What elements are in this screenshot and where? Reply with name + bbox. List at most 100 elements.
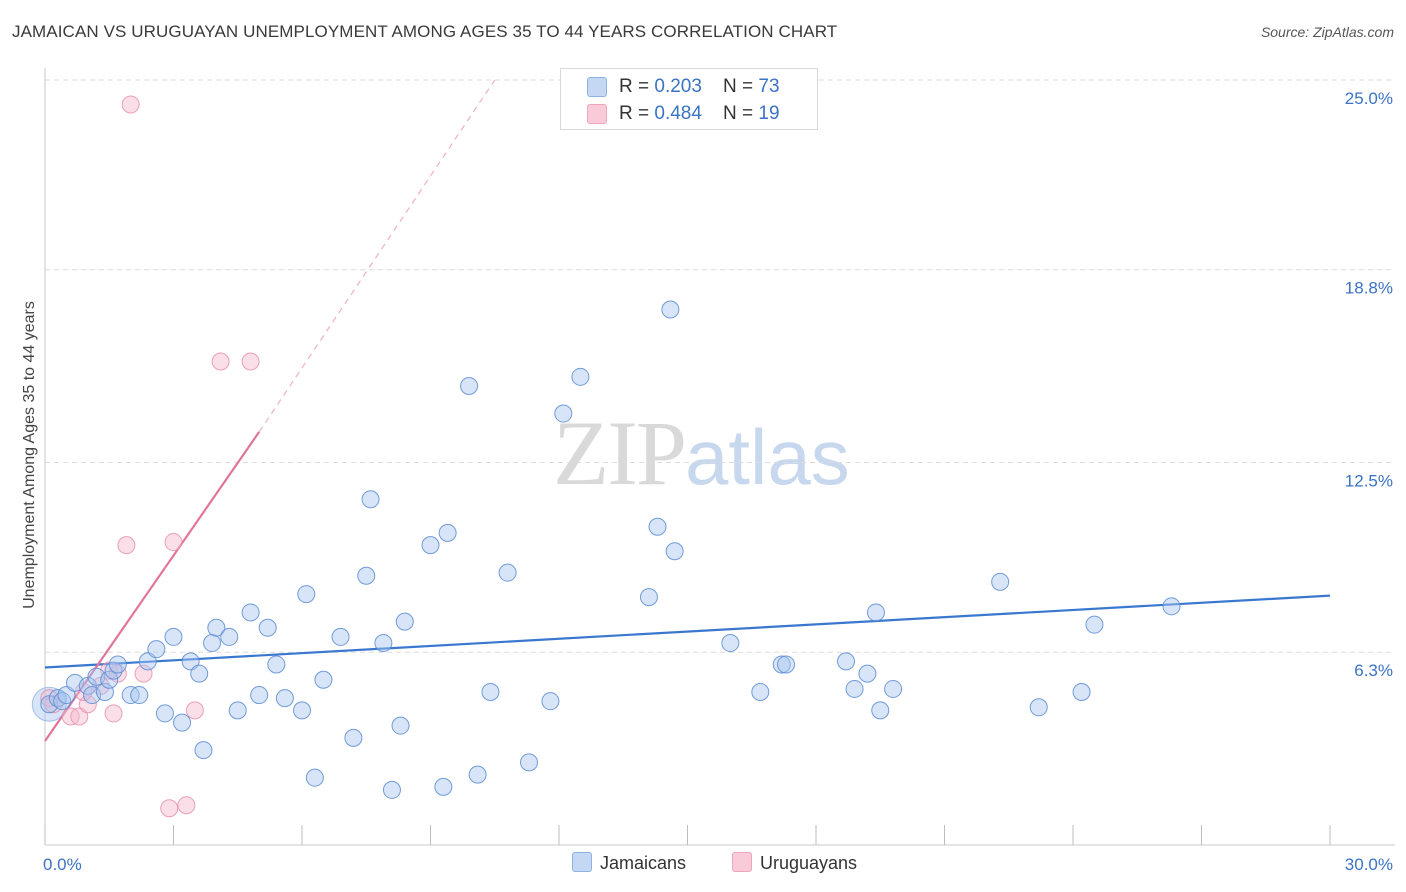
legend-n-label: N = — [723, 76, 759, 97]
legend-swatch-pink — [732, 852, 752, 872]
data-point-uruguayans — [117, 536, 136, 555]
y-tick-label: 6.3% — [1354, 661, 1393, 680]
data-point-jamaicans — [421, 536, 440, 555]
data-point-jamaicans — [361, 490, 380, 509]
data-point-jamaicans — [57, 686, 76, 705]
data-point-jamaicans — [241, 603, 260, 622]
data-point-jamaicans — [391, 716, 410, 735]
data-point-uruguayans — [241, 352, 260, 371]
legend-swatch-pink — [587, 104, 607, 124]
y-tick-label: 12.5% — [1345, 472, 1393, 491]
data-point-jamaicans — [777, 655, 796, 674]
data-point-jamaicans — [871, 701, 890, 720]
data-point-jamaicans — [100, 670, 119, 689]
data-point-jamaicans — [190, 664, 209, 683]
y-tick-label: 18.8% — [1345, 279, 1393, 298]
data-point-jamaicans — [147, 640, 166, 659]
chart-title: JAMAICAN VS URUGUAYAN UNEMPLOYMENT AMONG… — [12, 22, 838, 41]
data-point-jamaicans — [207, 618, 226, 637]
data-point-uruguayans — [104, 704, 123, 723]
data-point-jamaicans — [554, 404, 573, 423]
legend-r-label: R = — [619, 76, 655, 97]
data-point-jamaicans — [293, 701, 311, 720]
data-point-jamaicans — [357, 566, 376, 585]
legend-item-uruguayans: Uruguayans — [732, 852, 857, 874]
data-point-jamaicans — [344, 728, 363, 747]
data-point-jamaicans — [721, 634, 740, 653]
data-point-uruguayans — [185, 701, 204, 720]
data-point-jamaicans — [884, 679, 903, 698]
data-point-jamaicans — [1029, 698, 1048, 717]
legend-r-value: 0.203 — [654, 76, 702, 97]
legend-r-label: R = — [619, 103, 655, 124]
data-point-uruguayans — [78, 695, 97, 714]
correlation-legend: R = 0.203 N = 73 R = 0.484 N = 19 — [560, 68, 818, 130]
data-point-jamaicans — [314, 670, 333, 689]
data-point-jamaicans — [173, 713, 192, 732]
data-point-jamaicans — [648, 517, 667, 536]
data-point-jamaicans — [665, 542, 684, 561]
trendline-jamaicans — [44, 594, 1331, 669]
watermark: ZIPatlas — [553, 400, 850, 506]
data-point-jamaicans — [1085, 615, 1104, 634]
data-point-jamaicans — [297, 585, 316, 604]
data-point-jamaicans — [258, 618, 277, 637]
data-point-jamaicans — [374, 634, 393, 653]
data-point-jamaicans — [250, 686, 269, 705]
data-point-jamaicans — [155, 704, 174, 723]
data-point-jamaicans — [661, 300, 680, 319]
legend-swatch-blue — [587, 77, 607, 97]
data-point-uruguayans — [134, 664, 153, 683]
data-point-jamaicans — [772, 655, 791, 674]
legend-label-jamaicans: Jamaicans — [600, 853, 687, 873]
data-point-jamaicans — [331, 627, 350, 646]
legend-r-value: 0.484 — [654, 103, 702, 124]
data-point-jamaicans — [571, 367, 590, 386]
data-point-jamaicans — [395, 612, 414, 631]
data-point-jamaicans — [203, 634, 222, 653]
data-point-uruguayans — [160, 799, 179, 818]
data-point-jamaicans — [164, 627, 183, 646]
data-point-jamaicans — [468, 765, 487, 784]
data-point-jamaicans — [639, 588, 658, 607]
y-tick-label: 25.0% — [1345, 89, 1393, 108]
x-tick-label: 30.0% — [1345, 855, 1393, 874]
watermark-zip: ZIP — [553, 402, 687, 504]
data-point-uruguayans — [164, 533, 183, 552]
data-point-jamaicans — [845, 679, 864, 698]
data-point-jamaicans — [460, 377, 479, 395]
data-point-jamaicans — [434, 777, 453, 796]
data-point-jamaicans — [481, 683, 500, 701]
data-point-jamaicans — [220, 627, 239, 646]
data-point-jamaicans — [138, 652, 157, 671]
data-point-jamaicans — [858, 664, 877, 683]
data-point-jamaicans — [1162, 597, 1181, 616]
legend-n-value: 73 — [758, 76, 780, 97]
legend-item-jamaicans: Jamaicans — [572, 852, 686, 874]
data-point-uruguayans — [177, 796, 196, 815]
legend-label-uruguayans: Uruguayans — [760, 853, 858, 873]
data-point-jamaicans — [267, 655, 286, 674]
data-point-jamaicans — [866, 603, 885, 622]
data-point-jamaicans — [541, 692, 560, 711]
data-point-jamaicans — [108, 655, 127, 674]
data-point-jamaicans — [194, 741, 213, 760]
data-point-jamaicans — [498, 563, 517, 582]
data-point-jamaicans — [382, 780, 401, 799]
data-point-jamaicans — [130, 686, 149, 705]
data-point-uruguayans — [211, 352, 230, 371]
data-point-jamaicans — [228, 701, 247, 720]
legend-swatch-blue — [572, 852, 592, 872]
chart-source: Source: ZipAtlas.com — [1260, 24, 1394, 40]
legend-n-value: 19 — [758, 103, 780, 124]
data-point-jamaicans — [438, 523, 457, 542]
watermark-atlas: atlas — [685, 413, 850, 501]
data-point-uruguayans — [70, 707, 89, 726]
data-point-jamaicans — [181, 652, 200, 671]
data-point-jamaicans — [305, 768, 324, 787]
data-point-uruguayans — [121, 95, 140, 114]
x-tick-label: 0.0% — [43, 855, 82, 874]
data-point-jamaicans — [1072, 683, 1091, 701]
legend-n-label: N = — [723, 103, 759, 124]
